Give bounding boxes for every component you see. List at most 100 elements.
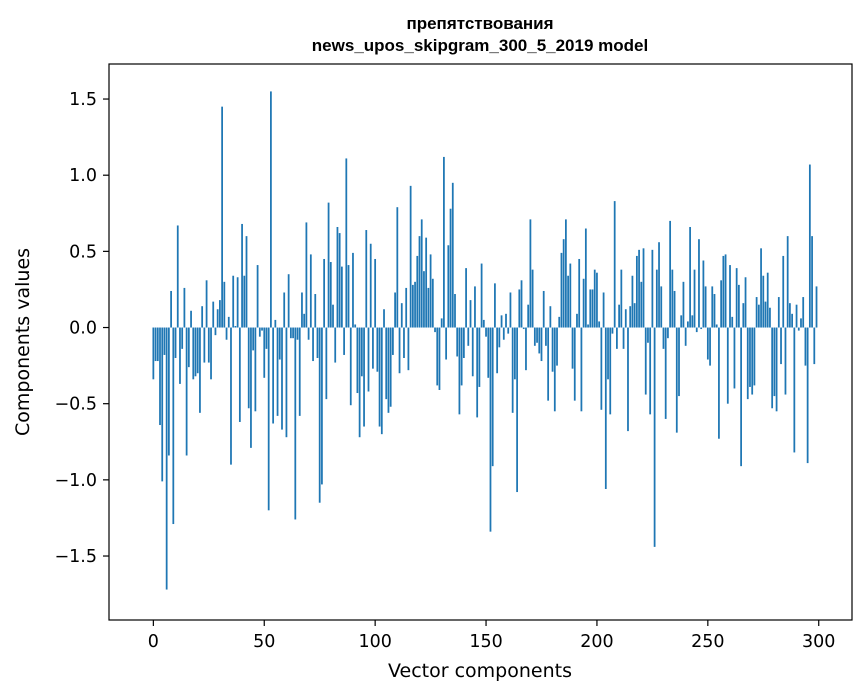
bar (631, 275, 634, 328)
bar (589, 289, 592, 328)
bar (179, 327, 181, 384)
bar (165, 327, 168, 590)
bar (272, 327, 275, 424)
bar (651, 249, 654, 328)
bar (411, 284, 414, 328)
bar (749, 327, 751, 387)
bar (458, 327, 461, 415)
bar (210, 327, 212, 380)
bar (671, 269, 674, 328)
bar (709, 327, 711, 366)
bar (358, 327, 361, 438)
bar (800, 318, 802, 328)
bar (680, 315, 683, 328)
bar (194, 327, 197, 377)
bar (274, 319, 277, 328)
bar (565, 219, 567, 328)
bar (751, 327, 754, 395)
bar (540, 327, 543, 362)
bar (502, 327, 505, 340)
bar (445, 327, 448, 360)
bar (682, 281, 685, 328)
bar (804, 327, 807, 366)
bar (629, 306, 632, 328)
bar (318, 327, 321, 503)
bar (387, 327, 390, 413)
x-tick-label: 250 (691, 632, 724, 652)
bar (190, 310, 192, 328)
bar (797, 327, 800, 331)
bar (553, 327, 556, 412)
bar (536, 327, 538, 343)
bar (531, 269, 534, 328)
bar (325, 327, 328, 400)
bar (207, 327, 210, 363)
bar (527, 304, 530, 328)
bar (627, 327, 629, 432)
bar (549, 306, 552, 328)
bar (347, 265, 350, 328)
bar (407, 327, 410, 371)
x-tick-label: 150 (469, 632, 502, 652)
x-tick-label: 100 (358, 632, 391, 652)
bar (498, 327, 501, 348)
bar (766, 272, 769, 328)
bar (726, 327, 729, 404)
bar (604, 327, 607, 489)
bar (258, 327, 261, 337)
bar (456, 327, 459, 357)
bar (642, 248, 645, 328)
bar (664, 327, 667, 419)
bar (170, 290, 172, 328)
bar (700, 327, 703, 330)
bar (243, 275, 246, 328)
bar (161, 327, 164, 482)
bar (738, 284, 740, 328)
bar (729, 265, 731, 328)
bar (771, 327, 774, 409)
bar (780, 327, 782, 365)
bar (394, 292, 396, 328)
bar (230, 327, 232, 465)
bar (518, 289, 521, 328)
bar (467, 327, 470, 346)
bar (332, 304, 334, 328)
bar (578, 258, 581, 328)
bar (755, 297, 758, 328)
bar (611, 327, 614, 334)
bar (356, 327, 359, 394)
bar (181, 327, 184, 349)
bar (684, 327, 687, 346)
bar (753, 327, 756, 386)
bar (176, 225, 179, 328)
x-tick-label: 300 (802, 632, 835, 652)
bar (571, 327, 574, 369)
bar (449, 208, 452, 328)
bar (573, 327, 576, 401)
bar (234, 326, 237, 328)
bar (491, 327, 494, 467)
bar (811, 236, 813, 328)
bar (695, 327, 698, 333)
bar (403, 327, 405, 358)
bar (367, 327, 370, 392)
bar (722, 255, 725, 328)
bar (329, 262, 332, 328)
bar (372, 327, 374, 369)
y-tick-label: 1.5 (69, 90, 97, 110)
bar (465, 268, 467, 328)
bar (418, 236, 421, 328)
bar (156, 327, 159, 362)
bar (174, 327, 177, 358)
bar (192, 327, 195, 380)
bar (616, 327, 618, 349)
bar (154, 327, 157, 362)
bar (199, 327, 201, 413)
bar (667, 327, 669, 339)
bar (203, 327, 206, 363)
bar (363, 327, 365, 427)
bar (276, 327, 279, 416)
bar (478, 327, 481, 387)
bar (702, 260, 705, 328)
bar (489, 327, 492, 532)
